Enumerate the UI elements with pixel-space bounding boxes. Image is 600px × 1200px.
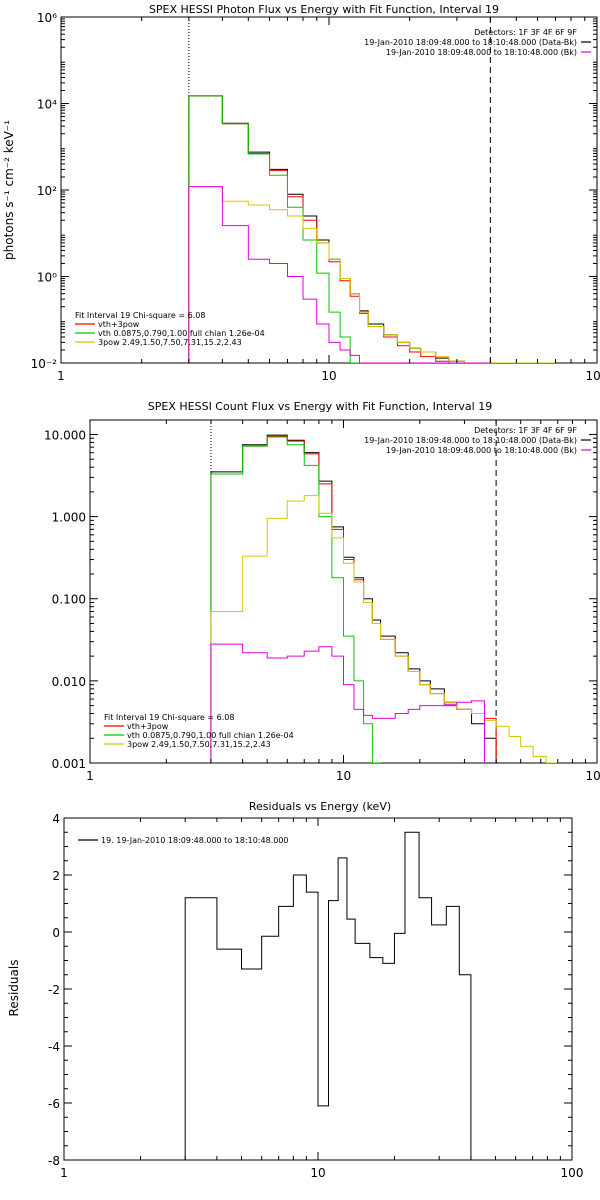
series-line-2 — [210, 436, 381, 763]
y-tick-label: 0.001 — [52, 757, 86, 771]
residuals-title: Residuals vs Energy (keV) — [249, 800, 391, 813]
right-legend-entry: 19-Jan-2010 18:09:48.000 to 18:10:48.000… — [364, 436, 577, 445]
left-legend-title: Fit Interval 19 Chi-square = 6.08 — [104, 713, 234, 722]
right-legend-entry: 19-Jan-2010 18:09:48.000 to 18:10:48.000… — [386, 446, 577, 455]
y-tick-label: 0.010 — [52, 675, 86, 689]
x-tick-label: 100 — [586, 369, 600, 383]
x-tick-label: 100 — [561, 1166, 584, 1180]
y-tick-label: 4 — [52, 812, 60, 826]
y-tick-label: 1.000 — [52, 511, 86, 525]
y-tick-label: 10⁻² — [31, 357, 58, 371]
right-legend-entry: 19-Jan-2010 18:09:48.000 to 18:10:48.000… — [364, 38, 577, 47]
y-tick-label: 10⁰ — [37, 271, 57, 285]
photon-flux-y-label: photons s⁻¹ cm⁻² keV⁻¹ — [2, 120, 16, 260]
x-tick-label: 100 — [586, 769, 600, 783]
x-tick-label: 1 — [57, 369, 65, 383]
right-legend-entry: 19-Jan-2010 18:09:48.000 to 18:10:48.000… — [386, 48, 577, 57]
count-flux-title: SPEX HESSI Count Flux vs Energy with Fit… — [148, 400, 492, 413]
left-legend-entry: vth 0.0875,0.790,1.00 full chian 1.26e-0… — [127, 731, 294, 740]
x-tick-label: 10 — [310, 1166, 325, 1180]
left-legend-entry: 3pow 2.49,1.50,7.50,7.31,15.2,2.43 — [98, 338, 242, 347]
y-tick-label: 10.000 — [44, 428, 86, 442]
left-legend-entry: vth+3pow — [98, 320, 140, 329]
series-line-4 — [188, 186, 491, 363]
left-legend-entry: vth 0.0875,0.790,1.00 full chian 1.26e-0… — [98, 329, 265, 338]
residuals-y-label: Residuals — [7, 960, 21, 1017]
series-line-2 — [188, 95, 384, 363]
left-legend-entry: vth+3pow — [127, 722, 169, 731]
series-line-3 — [188, 186, 556, 363]
right-legend-entry: Detectors: 1F 3F 4F 6F 9F — [474, 426, 577, 435]
left-legend-title: Fit Interval 19 Chi-square = 6.08 — [75, 311, 205, 320]
series-line-4 — [210, 643, 486, 763]
y-tick-label: -4 — [48, 1040, 60, 1054]
y-tick-label: 0.100 — [52, 593, 86, 607]
series-line-0 — [184, 831, 472, 1160]
y-tick-label: 10⁶ — [37, 11, 57, 25]
y-tick-label: 10⁴ — [37, 98, 57, 112]
y-tick-label: 0 — [52, 926, 60, 940]
residuals-panel: Residuals vs Energy (keV) Residuals 1 10 1… — [7, 800, 583, 1180]
y-tick-label: -6 — [48, 1097, 60, 1111]
series-line-3 — [210, 495, 558, 763]
series-line-0 — [210, 434, 497, 763]
y-tick-label: 10² — [37, 184, 57, 198]
x-tick-label: 1 — [86, 769, 94, 783]
x-tick-label: 10 — [321, 369, 336, 383]
left-legend-entry: 3pow 2.49,1.50,7.50,7.31,15.2,2.43 — [127, 740, 271, 749]
y-tick-label: -8 — [48, 1154, 60, 1168]
right-legend-entry: Detectors: 1F 3F 4F 6F 9F — [474, 28, 577, 37]
photon-flux-panel: SPEX HESSI Photon Flux vs Energy with Fi… — [2, 3, 600, 383]
y-tick-label: 2 — [52, 869, 60, 883]
y-tick-label: -2 — [48, 983, 60, 997]
left-legend-entry: 19. 19-Jan-2010 18:09:48.000 to 18:10:48… — [101, 836, 289, 845]
x-tick-label: 10 — [336, 769, 351, 783]
count-flux-panel: SPEX HESSI Count Flux vs Energy with Fit… — [44, 400, 600, 783]
series-line-1 — [210, 435, 497, 763]
photon-flux-title: SPEX HESSI Photon Flux vs Energy with Fi… — [149, 3, 499, 16]
x-tick-label: 1 — [60, 1166, 68, 1180]
